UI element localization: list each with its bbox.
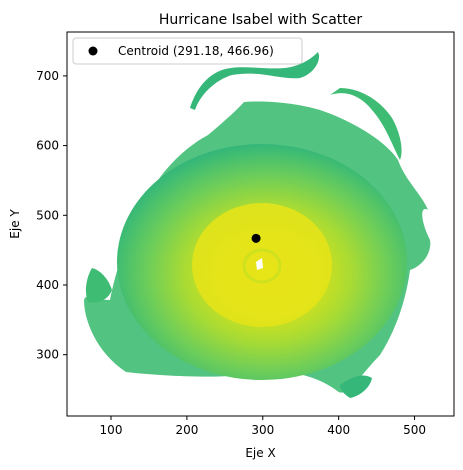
eyewall bbox=[242, 248, 282, 284]
legend-marker bbox=[88, 46, 98, 56]
legend-label: Centroid (291.18, 466.96) bbox=[118, 44, 274, 58]
y-tick-label: 300 bbox=[36, 348, 59, 362]
west-tail bbox=[85, 268, 112, 303]
scatter-points bbox=[251, 233, 261, 243]
y-tick-label: 500 bbox=[36, 208, 59, 222]
north-spiral-arm bbox=[190, 52, 320, 110]
northeast-spiral-arm bbox=[330, 88, 402, 160]
chart-title: Hurricane Isabel with Scatter bbox=[159, 12, 363, 28]
axes-frame bbox=[66, 31, 455, 417]
y-tick-label: 400 bbox=[36, 278, 59, 292]
y-axis-ticks: 300 400 500 600 700 bbox=[36, 69, 67, 362]
legend-box bbox=[72, 37, 303, 65]
y-tick-label: 600 bbox=[36, 139, 59, 153]
x-tick-label: 500 bbox=[403, 423, 426, 437]
x-tick-label: 300 bbox=[251, 423, 274, 437]
x-axis-ticks: 100 200 300 400 500 bbox=[100, 416, 426, 437]
y-tick-label: 700 bbox=[36, 69, 59, 83]
hurricane-image bbox=[84, 52, 431, 398]
eye bbox=[256, 258, 263, 270]
legend: Centroid (291.18, 466.96) bbox=[72, 37, 303, 65]
x-axis-label: Eje X bbox=[245, 446, 275, 460]
y-axis-label: Eje Y bbox=[8, 209, 22, 239]
southeast-tail bbox=[340, 375, 372, 398]
x-tick-label: 200 bbox=[175, 423, 198, 437]
centroid-point bbox=[251, 233, 261, 243]
x-tick-label: 100 bbox=[100, 423, 123, 437]
x-tick-label: 400 bbox=[327, 423, 350, 437]
